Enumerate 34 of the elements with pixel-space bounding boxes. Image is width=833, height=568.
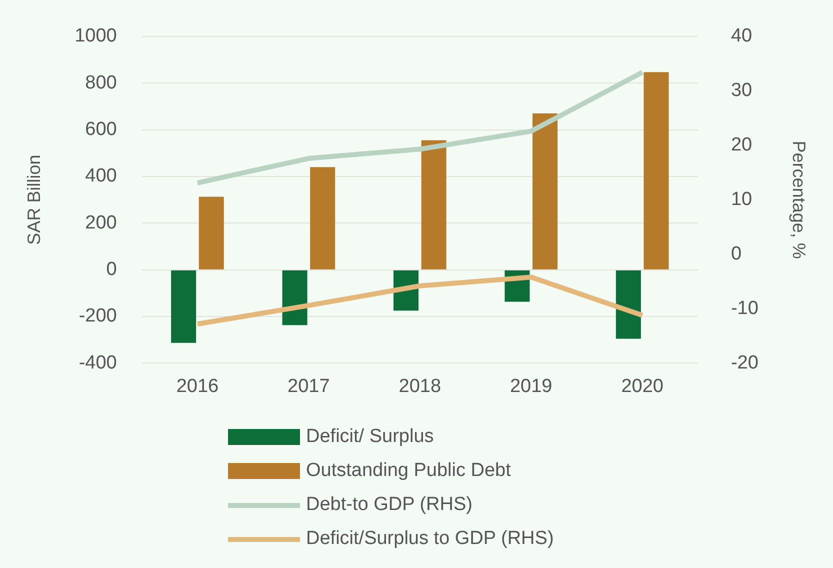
y-tick-label: 800 bbox=[85, 72, 117, 94]
x-tick-label: 2016 bbox=[176, 376, 219, 397]
y2-tick-label: 10 bbox=[730, 189, 752, 210]
y2-tick-label: 30 bbox=[730, 80, 752, 102]
x-tick-label: 2020 bbox=[621, 376, 664, 397]
y-tick-label: 1000 bbox=[74, 26, 117, 47]
y-tick-label: -400 bbox=[78, 352, 117, 374]
y2-tick-label: -10 bbox=[730, 298, 758, 319]
bar bbox=[616, 270, 641, 339]
bar bbox=[171, 270, 196, 343]
y-tick-label: 400 bbox=[85, 166, 117, 187]
y2-tick-label: 20 bbox=[730, 134, 752, 156]
bar bbox=[644, 72, 669, 270]
y2-axis-title: Percentage, % bbox=[789, 140, 810, 259]
y2-tick-label: 0 bbox=[730, 244, 742, 264]
bar bbox=[282, 270, 308, 326]
bar bbox=[532, 113, 558, 270]
x-tick-label: 2018 bbox=[398, 376, 442, 397]
legend-label: Deficit/ Surplus bbox=[306, 426, 434, 448]
x-tick-label: 2017 bbox=[288, 376, 330, 397]
x-tick-label: 2019 bbox=[510, 376, 552, 397]
bar bbox=[310, 167, 336, 270]
y-tick-label: 200 bbox=[85, 212, 117, 234]
legend-label: Deficit/Surplus to GDP (RHS) bbox=[306, 528, 554, 550]
y2-tick-label: 40 bbox=[730, 26, 752, 47]
bar bbox=[198, 196, 224, 270]
y-tick-label: -200 bbox=[78, 306, 117, 327]
legend-label: Outstanding Public Debt bbox=[306, 460, 511, 482]
y-axis-title: SAR Billion bbox=[24, 154, 44, 245]
y-tick-label: 600 bbox=[85, 119, 117, 140]
bar bbox=[421, 140, 446, 270]
y2-tick-label: -20 bbox=[730, 352, 758, 374]
y-tick-label: 0 bbox=[106, 259, 117, 280]
legend-label: Debt-to GDP (RHS) bbox=[306, 494, 472, 516]
